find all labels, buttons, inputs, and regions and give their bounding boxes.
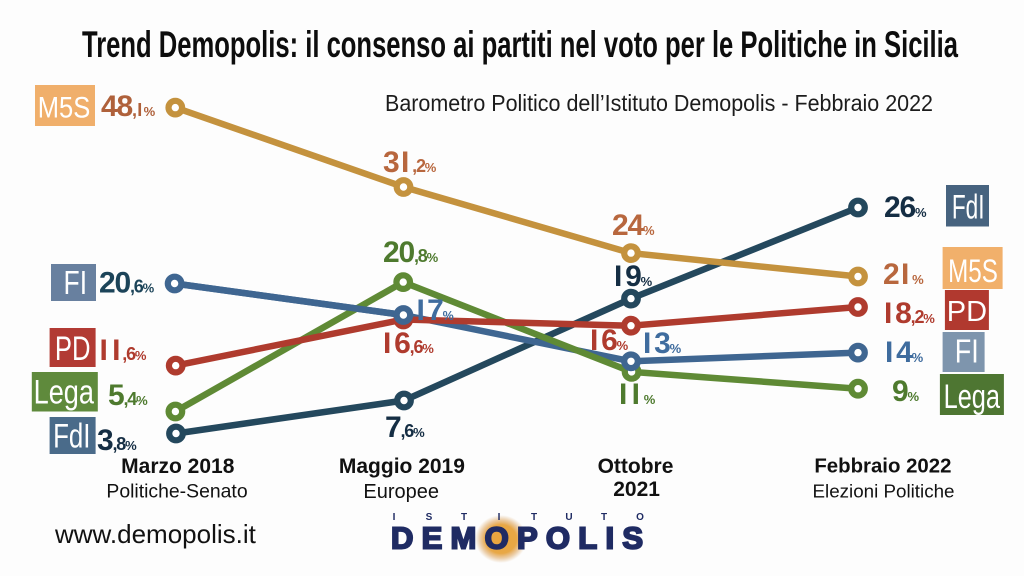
svg-text:I6%: I 6%: [590, 324, 629, 357]
svg-text:Barometro Politico dell’Istitu: Barometro Politico dell’Istituto Demopol…: [385, 90, 933, 116]
svg-text:FI: FI: [955, 333, 979, 370]
svg-text:Elezioni Politiche: Elezioni Politiche: [813, 481, 955, 502]
svg-text:O: O: [636, 512, 644, 523]
svg-text:Ottobre: Ottobre: [598, 455, 674, 478]
svg-text:Febbraio 2022: Febbraio 2022: [814, 456, 951, 478]
svg-text:I7%: I 7%: [417, 294, 454, 327]
svg-text:Marzo 2018: Marzo 2018: [121, 455, 235, 478]
svg-text:FdI: FdI: [952, 189, 985, 227]
svg-text:M5S: M5S: [38, 91, 91, 124]
svg-text:PD: PD: [947, 296, 987, 328]
svg-text:T: T: [531, 512, 537, 523]
svg-text:Trend Demopolis: il consenso a: Trend Demopolis: il consenso ai partiti …: [82, 24, 958, 65]
svg-text:Maggio 2019: Maggio 2019: [339, 455, 465, 478]
svg-text:PD: PD: [55, 330, 91, 368]
svg-text:Lega: Lega: [34, 374, 94, 412]
svg-text:I4%: I 4%: [885, 336, 924, 369]
svg-text:2021: 2021: [613, 478, 660, 501]
svg-text:FI: FI: [64, 264, 88, 301]
svg-text:S: S: [426, 512, 433, 523]
svg-text:I9%: I 9%: [614, 260, 653, 293]
svg-text:www.demopolis.it: www.demopolis.it: [54, 519, 257, 549]
svg-text:T: T: [601, 512, 607, 523]
svg-text:Europee: Europee: [363, 481, 439, 503]
svg-text:U: U: [565, 512, 572, 523]
svg-text:DEMOPOLIS: DEMOPOLIS: [391, 521, 643, 556]
svg-text:I: I: [498, 512, 501, 523]
svg-text:Politiche-Senato: Politiche-Senato: [106, 481, 247, 503]
svg-text:M5S: M5S: [948, 253, 998, 289]
svg-text:Lega: Lega: [944, 378, 1000, 416]
svg-text:T: T: [461, 512, 467, 523]
svg-text:I: I: [393, 512, 396, 523]
svg-text:FdI: FdI: [53, 418, 90, 456]
